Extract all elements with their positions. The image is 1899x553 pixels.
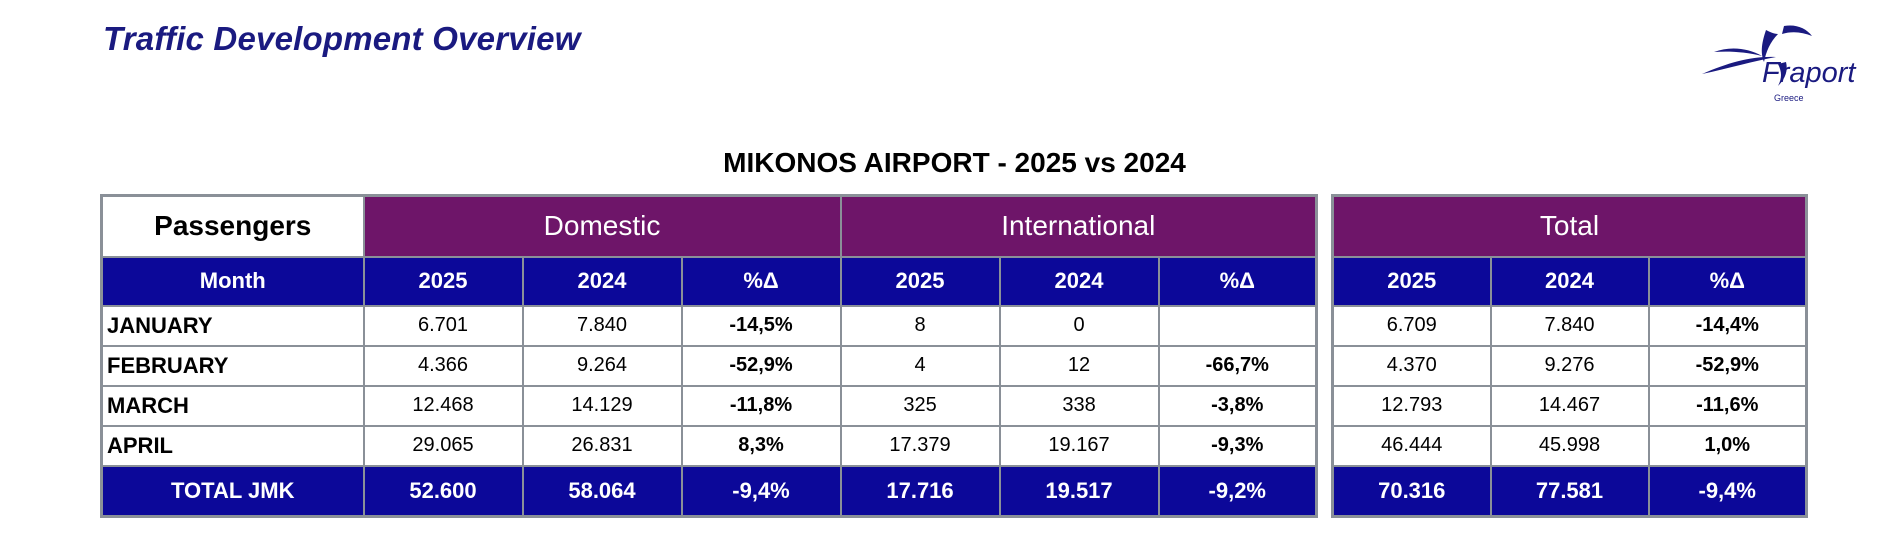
international-2024-total: 19.517: [998, 464, 1160, 518]
column-header-row: 2025 2024 %Δ: [1331, 255, 1808, 307]
domestic-change-total: -9,4%: [680, 464, 842, 518]
table-row-march: 12.793 14.467 -11,6%: [1331, 384, 1808, 427]
report-title: MIKONOS AIRPORT - 2025 vs 2024: [723, 147, 1186, 178]
table-row-march: MARCH 12.468 14.129 -11,8% 325 338 -3,8%: [100, 384, 1318, 427]
domestic-2025-cell: 6.701: [362, 304, 524, 347]
international-2025-cell: 17.379: [839, 424, 1001, 467]
svg-text:Greece: Greece: [1774, 93, 1804, 103]
international-2025-header: 2025: [839, 255, 1001, 307]
domestic-2025-header: 2025: [362, 255, 524, 307]
total-2025-cell: 6.709: [1331, 304, 1492, 347]
international-2025-cell: 4: [839, 344, 1001, 387]
domestic-change-cell: -52,9%: [680, 344, 842, 387]
international-change-cell: [1157, 304, 1318, 347]
international-change-total: -9,2%: [1157, 464, 1318, 518]
table-row-february: FEBRUARY 4.366 9.264 -52,9% 4 12 -66,7%: [100, 344, 1318, 387]
domestic-2025-cell: 12.468: [362, 384, 524, 427]
domestic-change-cell: -14,5%: [680, 304, 842, 347]
month-cell: FEBRUARY: [100, 344, 365, 387]
total-2025-cell: 12.793: [1331, 384, 1492, 427]
month-cell: JANUARY: [100, 304, 365, 347]
international-2024-header: 2024: [998, 255, 1160, 307]
table-row-total: TOTAL JMK 52.600 58.064 -9,4% 17.716 19.…: [100, 464, 1318, 518]
table-row-january: 6.709 7.840 -14,4%: [1331, 304, 1808, 347]
fraport-logo-icon: Fraport Greece: [1702, 25, 1857, 103]
table-row-april: 46.444 45.998 1,0%: [1331, 424, 1808, 467]
domestic-2024-cell: 7.840: [521, 304, 683, 347]
month-cell: MARCH: [100, 384, 365, 427]
international-2024-cell: 12: [998, 344, 1160, 387]
total-change-cell: -11,6%: [1647, 384, 1808, 427]
domestic-change-header: %Δ: [680, 255, 842, 307]
international-header: International: [839, 194, 1318, 258]
international-2025-total: 17.716: [839, 464, 1001, 518]
total-label: TOTAL JMK: [100, 464, 365, 518]
international-2025-cell: 325: [839, 384, 1001, 427]
international-change-cell: -3,8%: [1157, 384, 1318, 427]
total-2025-cell: 46.444: [1331, 424, 1492, 467]
international-change-header: %Δ: [1157, 255, 1318, 307]
domestic-2024-header: 2024: [521, 255, 683, 307]
table-row-april: APRIL 29.065 26.831 8,3% 17.379 19.167 -…: [100, 424, 1318, 467]
domestic-2025-total: 52.600: [362, 464, 524, 518]
month-header: Month: [100, 255, 365, 307]
international-change-cell: -9,3%: [1157, 424, 1318, 467]
page-title: Traffic Development Overview: [103, 20, 581, 57]
international-change-cell: -66,7%: [1157, 344, 1318, 387]
fraport-logo: Fraport Greece: [1690, 16, 1860, 106]
domestic-2024-total: 58.064: [521, 464, 683, 518]
traffic-table-main: Passengers Domestic International Month …: [100, 194, 1319, 518]
international-2024-cell: 19.167: [998, 424, 1160, 467]
group-header-row: Passengers Domestic International: [100, 194, 1318, 258]
passengers-label: Passengers: [100, 194, 365, 258]
group-header-row: Total: [1331, 194, 1808, 258]
total-change-cell: -14,4%: [1647, 304, 1808, 347]
total-2025-total: 70.316: [1331, 464, 1492, 518]
domestic-header: Domestic: [362, 194, 842, 258]
total-2024-header: 2024: [1489, 255, 1650, 307]
international-2024-cell: 0: [998, 304, 1160, 347]
domestic-2025-cell: 4.366: [362, 344, 524, 387]
total-change-cell: 1,0%: [1647, 424, 1808, 467]
total-change-cell: -52,9%: [1647, 344, 1808, 387]
table-row-january: JANUARY 6.701 7.840 -14,5% 8 0: [100, 304, 1318, 347]
domestic-change-cell: -11,8%: [680, 384, 842, 427]
total-2024-total: 77.581: [1489, 464, 1650, 518]
column-header-row: Month 2025 2024 %Δ 2025 2024 %Δ: [100, 255, 1318, 307]
domestic-2024-cell: 26.831: [521, 424, 683, 467]
total-2024-cell: 7.840: [1489, 304, 1650, 347]
domestic-change-cell: 8,3%: [680, 424, 842, 467]
total-header: Total: [1331, 194, 1808, 258]
total-2025-header: 2025: [1331, 255, 1492, 307]
month-cell: APRIL: [100, 424, 365, 467]
svg-text:Fraport: Fraport: [1762, 57, 1857, 89]
domestic-2024-cell: 14.129: [521, 384, 683, 427]
domestic-2025-cell: 29.065: [362, 424, 524, 467]
international-2024-cell: 338: [998, 384, 1160, 427]
traffic-table-total: Total 2025 2024 %Δ 6.709 7.840 -14,4% 4.…: [1331, 194, 1808, 518]
domestic-2024-cell: 9.264: [521, 344, 683, 387]
total-change-total: -9,4%: [1647, 464, 1808, 518]
table-row-february: 4.370 9.276 -52,9%: [1331, 344, 1808, 387]
total-change-header: %Δ: [1647, 255, 1808, 307]
table-row-total: 70.316 77.581 -9,4%: [1331, 464, 1808, 518]
international-2025-cell: 8: [839, 304, 1001, 347]
total-2025-cell: 4.370: [1331, 344, 1492, 387]
total-2024-cell: 45.998: [1489, 424, 1650, 467]
total-2024-cell: 14.467: [1489, 384, 1650, 427]
total-2024-cell: 9.276: [1489, 344, 1650, 387]
